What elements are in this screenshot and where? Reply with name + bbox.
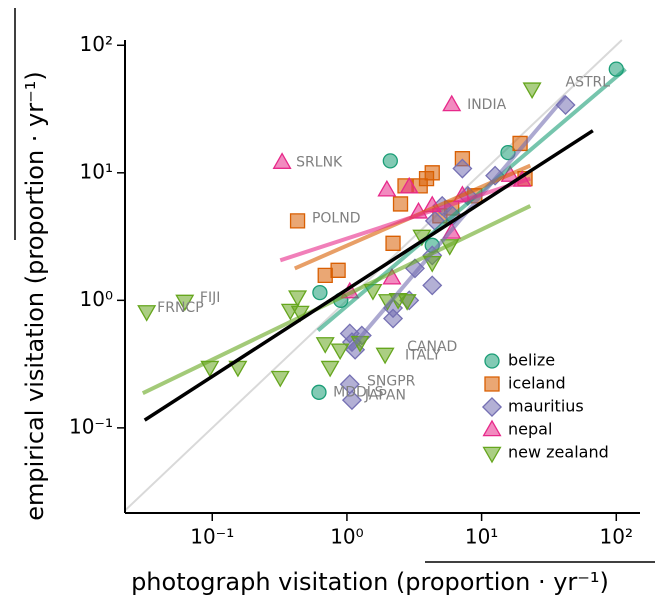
annotation: FIJI — [200, 290, 220, 306]
point — [375, 347, 395, 365]
x-tick-label: 10¹ — [465, 525, 498, 549]
point — [377, 179, 397, 197]
point — [288, 290, 308, 308]
point — [330, 262, 346, 278]
y-tick-label: 10⁰ — [80, 287, 113, 311]
legend-marker — [482, 419, 502, 437]
annotation: CANAD — [407, 339, 457, 355]
point — [382, 153, 398, 169]
annotation: ITALY — [405, 347, 441, 363]
point — [383, 308, 404, 329]
point — [397, 294, 417, 311]
legend-marker — [482, 446, 502, 464]
annotation: MDDLS — [333, 384, 383, 400]
point — [311, 384, 327, 400]
y-axis-label: empirical visitation (proportion · yr⁻¹) — [21, 71, 49, 521]
x-axis-label: photograph visitation (proportion · yr⁻¹… — [131, 568, 609, 596]
point — [422, 275, 443, 296]
fit-line — [348, 94, 568, 352]
point — [175, 294, 195, 312]
legend-marker — [481, 396, 503, 418]
point — [312, 284, 328, 301]
point — [385, 235, 401, 251]
point — [399, 176, 419, 194]
legend-label: nepal — [508, 420, 552, 439]
x-tick-label: 10⁰ — [330, 525, 363, 549]
annotation: POLND — [312, 210, 361, 226]
point — [522, 82, 542, 100]
point — [424, 165, 440, 181]
legend-label: iceland — [508, 374, 566, 393]
annotation: FRNCP — [157, 300, 203, 316]
fit-line — [141, 204, 532, 395]
identity-line — [124, 39, 623, 512]
point — [270, 370, 290, 388]
point — [272, 152, 292, 169]
legend-label: mauritius — [508, 397, 584, 416]
point — [330, 343, 350, 361]
y-tick-label: 10¹ — [80, 159, 113, 183]
legend-marker — [484, 376, 500, 392]
point — [289, 213, 306, 229]
point — [392, 196, 409, 212]
annotation: ASTRL — [566, 75, 611, 91]
annotation: SNGPR — [367, 374, 416, 390]
legend-marker — [484, 353, 500, 369]
annotation: SRLNK — [296, 155, 343, 171]
point — [320, 360, 340, 378]
annotation: INDIA — [467, 97, 507, 113]
legend-label: new zealand — [508, 443, 609, 462]
annotation: JAPAN — [364, 387, 406, 403]
point — [452, 158, 473, 179]
point — [341, 390, 362, 411]
point — [315, 337, 335, 354]
y-tick-label: 10² — [80, 32, 113, 56]
point — [137, 305, 157, 322]
x-tick-label: 10² — [600, 525, 633, 549]
trend-line — [143, 129, 594, 422]
fit-line — [279, 176, 531, 263]
point — [442, 94, 462, 112]
legend-label: belize — [508, 351, 555, 370]
point — [317, 267, 333, 284]
y-tick-label: 10⁻¹ — [69, 414, 113, 438]
x-tick-label: 10⁻¹ — [190, 525, 234, 549]
